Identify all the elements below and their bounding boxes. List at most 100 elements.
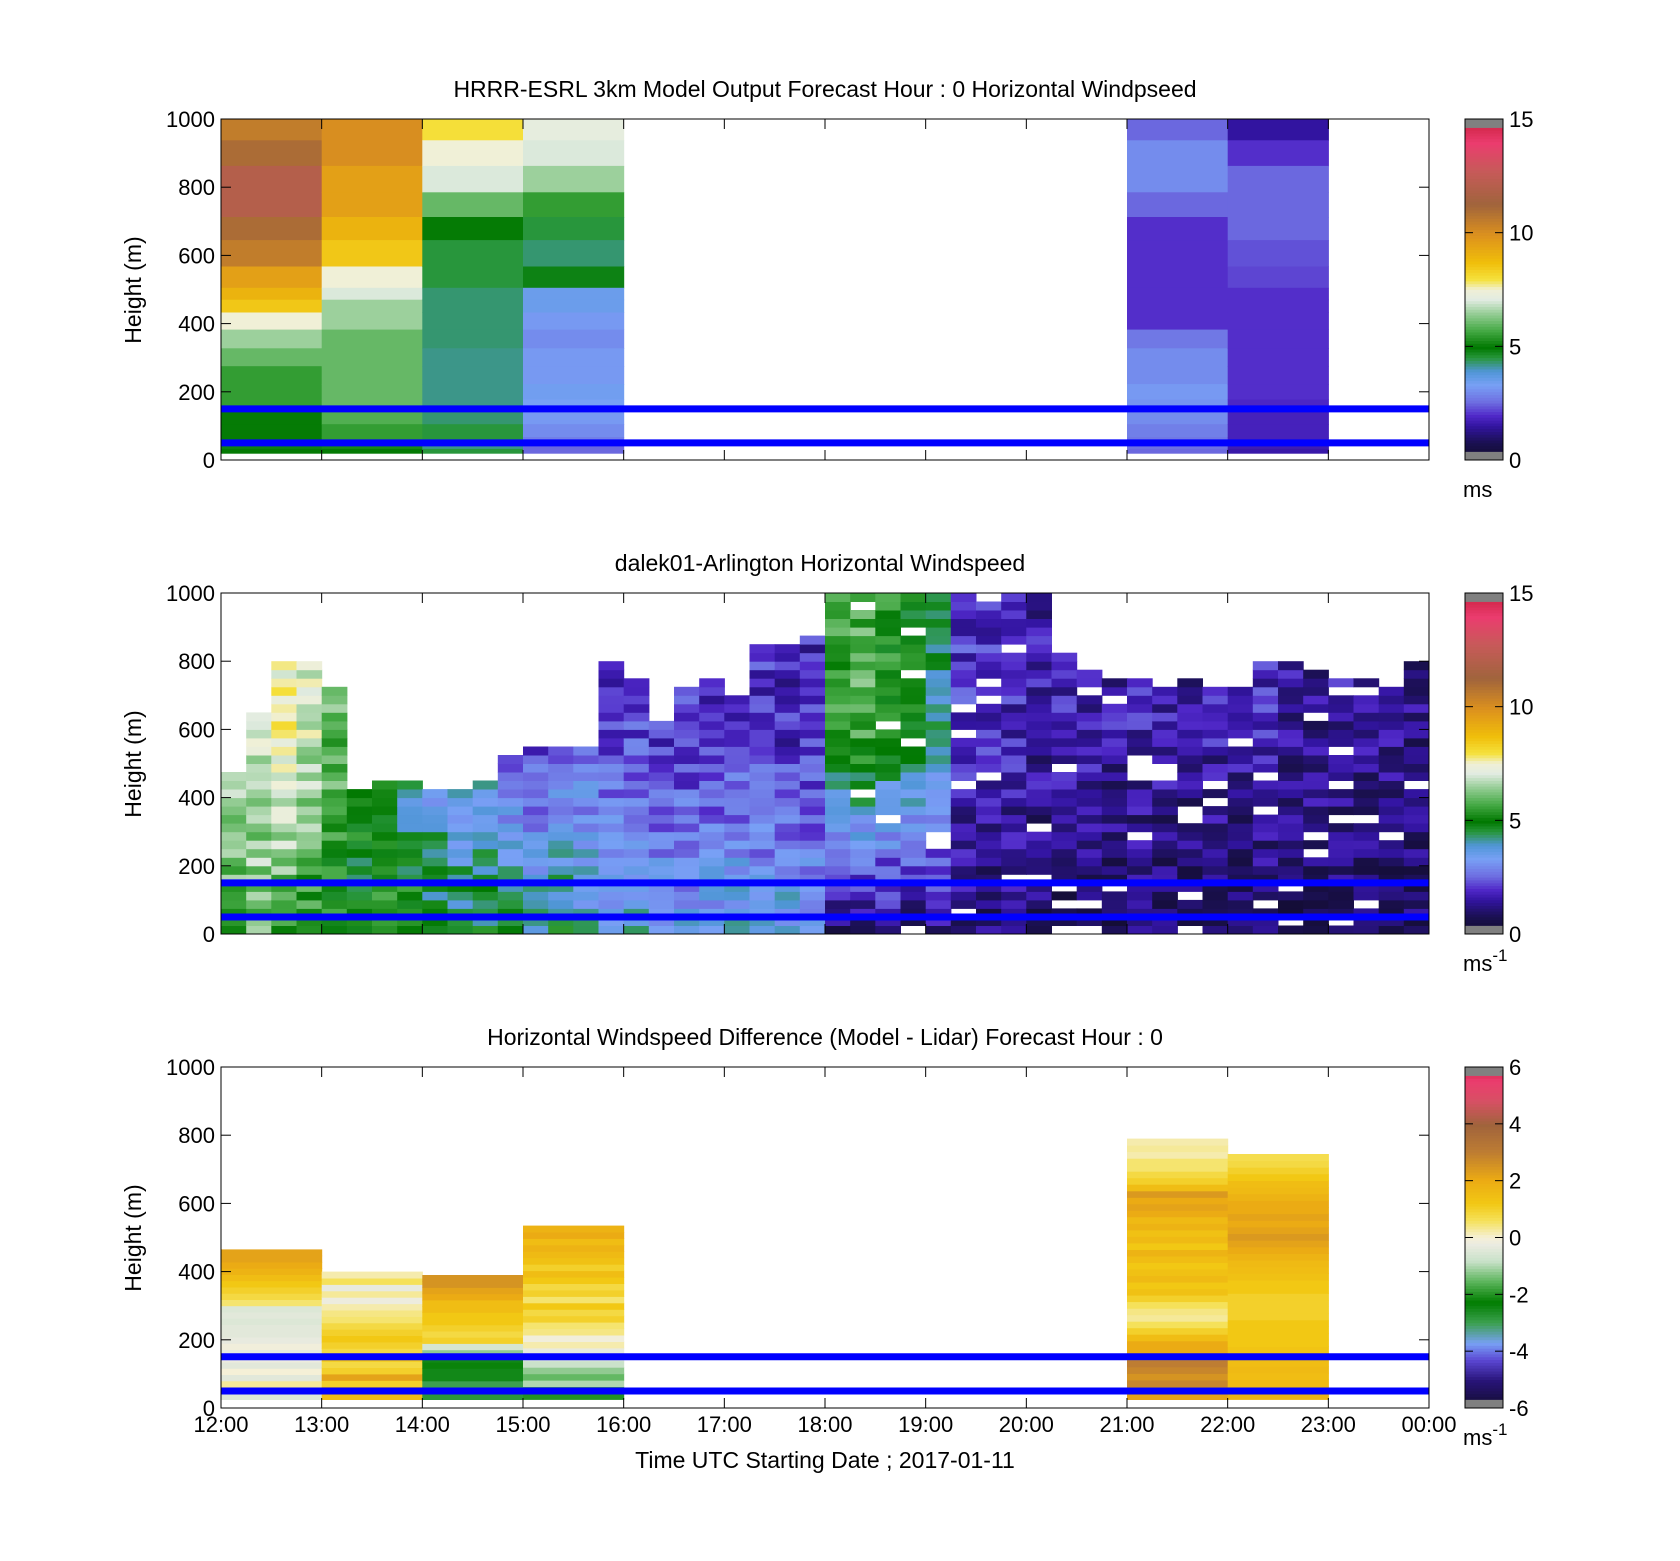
lidar-cell (799, 635, 826, 645)
difference-cell (321, 1348, 423, 1356)
lidar-cell (749, 720, 776, 730)
lidar-cell (1101, 908, 1128, 918)
lidar-cell (1026, 865, 1052, 875)
lidar-cell (1403, 823, 1429, 833)
model-cell (1127, 312, 1229, 330)
lidar-cell (447, 899, 474, 909)
lidar-cell (1026, 899, 1052, 909)
lidar-cell (548, 806, 574, 816)
lidar-cell (1278, 669, 1304, 679)
lidar-cell (1101, 729, 1128, 739)
lidar-cell (648, 925, 675, 934)
lidar-cell (321, 686, 348, 696)
lidar-cell (573, 874, 599, 884)
panel-difference: Horizontal Windspeed Difference (Model -… (120, 1024, 1529, 1473)
lidar-cell (950, 755, 977, 764)
colorbar-segment (1465, 1101, 1503, 1105)
lidar-cell (1353, 891, 1380, 901)
colorbar-tick-label: 10 (1509, 221, 1533, 246)
lidar-cell (1177, 678, 1203, 688)
colorbar-segment (1465, 655, 1503, 659)
lidar-cell (1026, 755, 1052, 764)
lidar-cell (850, 737, 876, 747)
lidar-cell (925, 618, 952, 628)
difference-cell (221, 1280, 323, 1288)
lidar-cell (1303, 789, 1329, 799)
lidar-cell (749, 908, 776, 918)
colorbar-segment (1465, 292, 1503, 296)
difference-cell (1127, 1288, 1229, 1296)
model-cell (1127, 287, 1229, 301)
colorbar-segment (1465, 723, 1503, 727)
lidar-cell (1026, 831, 1052, 841)
lidar-cell (372, 917, 398, 926)
lidar-cell (422, 882, 448, 892)
xtick-label: 15:00 (495, 1412, 550, 1437)
colorbar-segment (1465, 1328, 1503, 1332)
model-cell (523, 287, 625, 301)
lidar-cell (1328, 737, 1354, 747)
lidar-cell (598, 917, 625, 926)
xtick-label: 13:00 (294, 1412, 349, 1437)
lidar-cell (1051, 780, 1078, 790)
difference-cell (523, 1244, 625, 1252)
difference-cell (321, 1322, 423, 1330)
lidar-cell (1403, 840, 1429, 850)
lidar-cell (246, 882, 272, 892)
lidar-cell (900, 601, 927, 611)
lidar-cell (699, 840, 725, 850)
colorbar-segment (1465, 661, 1503, 665)
colorbar-segment (1465, 289, 1503, 293)
lidar-cell (271, 831, 297, 841)
lidar-cell (1202, 899, 1229, 909)
lidar-cell (976, 661, 1002, 671)
lidar-cell (825, 865, 851, 875)
lidar-cell (397, 780, 423, 790)
lidar-cell (1051, 865, 1078, 875)
lidar-cell (1001, 618, 1027, 628)
lidar-cell (699, 874, 725, 884)
lidar-cell (950, 610, 977, 619)
lidar-cell (1101, 772, 1128, 781)
colorbar-segment (1465, 737, 1503, 742)
colorbar-segment (1465, 894, 1503, 898)
lidar-cell (523, 865, 549, 875)
xtick-label: 00:00 (1401, 1412, 1456, 1437)
lidar-cell (321, 772, 348, 781)
lidar-cell (623, 891, 650, 901)
colorbar-segment (1465, 448, 1503, 452)
lidar-cell (397, 823, 423, 833)
lidar-cell (950, 618, 977, 628)
lidar-cell (1403, 899, 1429, 909)
lidar-cell (950, 627, 977, 637)
lidar-cell (497, 763, 524, 773)
lidar-cell (749, 874, 776, 884)
xtick-label: 18:00 (797, 1412, 852, 1437)
lidar-cell (825, 789, 851, 799)
lidar-cell (397, 917, 423, 926)
lidar-cell (900, 840, 927, 850)
lidar-cell (1026, 797, 1052, 807)
colorbar-segment (1465, 1132, 1503, 1136)
lidar-cell (648, 814, 675, 824)
lidar-cell (724, 772, 750, 781)
lidar-cell (925, 669, 952, 679)
colorbar-segment (1465, 1092, 1503, 1096)
lidar-cell (1026, 644, 1052, 654)
lidar-cell (1252, 891, 1279, 901)
lidar-cell (598, 823, 625, 833)
colorbar-segment (1465, 380, 1503, 384)
lidar-cell (1378, 908, 1405, 918)
lidar-cell (397, 831, 423, 841)
lidar-cell (623, 703, 650, 713)
colorbar-segment (1465, 1231, 1503, 1236)
colorbar-segment (1465, 374, 1503, 378)
lidar-cell (1001, 720, 1027, 730)
lidar-cell (976, 610, 1002, 619)
difference-cell (1127, 1256, 1229, 1263)
lidar-cell (548, 925, 574, 934)
colorbar-segment (1465, 1399, 1503, 1403)
difference-cell (321, 1303, 423, 1311)
lidar-cell (875, 686, 901, 696)
